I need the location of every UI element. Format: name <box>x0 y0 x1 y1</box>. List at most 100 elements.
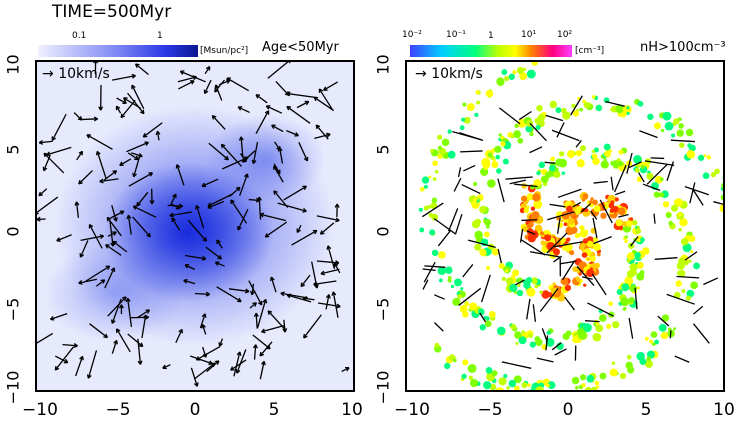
velocity-arrow <box>175 328 183 344</box>
velocity-arrow <box>314 132 331 140</box>
gas-clump <box>582 323 592 333</box>
gas-clump <box>628 296 635 304</box>
velocity-arrow <box>86 134 113 150</box>
gas-clump <box>574 233 581 239</box>
gas-clump <box>578 272 582 276</box>
gas-clump <box>688 144 696 152</box>
gas-clump <box>510 323 517 330</box>
velocity-arrow <box>256 298 268 329</box>
gas-clump <box>654 339 660 345</box>
gas-clump <box>678 123 684 129</box>
gas-clump <box>677 212 682 217</box>
gas-clump <box>486 248 492 254</box>
gas-clump <box>519 72 528 81</box>
gas-clump <box>647 113 654 120</box>
velocity-arrow <box>545 335 549 351</box>
gas-clump <box>522 225 528 232</box>
velocity-arrow <box>203 79 212 95</box>
velocity-arrow <box>132 205 157 218</box>
gas-clump <box>581 383 586 388</box>
velocity-arrow <box>54 346 75 371</box>
velocity-arrow <box>125 297 133 328</box>
velocity-arrow <box>593 235 612 245</box>
velocity-arrow <box>546 232 568 254</box>
velocity-arrow <box>556 122 565 138</box>
right-density-map <box>405 60 725 392</box>
gas-clump <box>567 217 575 225</box>
velocity-arrow <box>112 240 128 253</box>
velocity-arrow <box>498 107 521 125</box>
velocity-arrow <box>134 63 149 75</box>
velocity-arrow <box>529 251 560 258</box>
gas-clump <box>533 179 542 188</box>
gas-clump <box>485 89 494 98</box>
velocity-arrow <box>434 294 445 300</box>
gas-clump <box>676 270 682 276</box>
gas-clump <box>517 137 524 144</box>
gas-clump <box>494 145 502 153</box>
gas-clump <box>505 277 514 285</box>
gas-clump <box>476 100 481 105</box>
velocity-arrow <box>230 359 247 371</box>
gas-clump <box>434 169 439 174</box>
gas-clump <box>634 167 640 173</box>
left-xtick-m10: −10 <box>22 400 58 420</box>
gas-clump <box>431 249 439 257</box>
gas-clump <box>432 177 437 181</box>
velocity-arrow <box>230 199 248 224</box>
velocity-arrow <box>220 143 243 167</box>
velocity-arrow <box>211 114 226 130</box>
gas-clump <box>545 337 555 347</box>
velocity-arrow <box>105 244 122 256</box>
gas-clump <box>539 231 544 236</box>
gas-clump <box>475 90 480 95</box>
gas-clump <box>520 195 528 202</box>
velocity-arrow <box>237 106 250 114</box>
gas-clump <box>558 158 568 168</box>
velocity-arrow <box>303 314 322 339</box>
velocity-arrow <box>572 201 582 208</box>
gas-clump <box>525 125 533 133</box>
gas-clump <box>483 381 492 390</box>
gas-clump <box>483 231 490 238</box>
right-colorbar-tick-1: 10⁻² <box>402 30 422 40</box>
gas-clump <box>690 250 694 254</box>
gas-clump <box>506 386 510 390</box>
gas-clump <box>649 339 654 344</box>
gas-clump <box>523 207 529 213</box>
velocity-arrow <box>462 263 474 278</box>
gas-clump <box>562 332 570 340</box>
gas-clump <box>702 172 710 180</box>
velocity-arrow <box>238 136 244 158</box>
gas-clump <box>590 197 594 201</box>
velocity-arrow <box>85 265 111 282</box>
gas-clump <box>576 205 583 211</box>
gas-clump <box>658 323 667 332</box>
gas-clump <box>428 212 434 218</box>
velocity-arrow <box>273 165 284 183</box>
velocity-arrow <box>582 276 593 280</box>
gas-clump <box>603 143 611 151</box>
velocity-arrow <box>78 278 98 285</box>
velocity-arrow <box>175 164 185 186</box>
gas-clump <box>608 202 615 209</box>
gas-clump <box>444 266 453 275</box>
gas-clump <box>584 386 593 392</box>
gas-clump <box>624 239 628 244</box>
gas-clump <box>452 358 457 363</box>
velocity-arrow <box>599 199 613 224</box>
gas-clump <box>616 288 623 296</box>
gas-clump <box>552 282 557 286</box>
gas-clump <box>512 70 517 75</box>
gas-clump <box>572 110 579 117</box>
gas-clump <box>430 148 434 153</box>
velocity-arrow <box>208 142 229 161</box>
gas-clump <box>624 235 628 239</box>
gas-clump <box>591 95 596 99</box>
gas-clump <box>546 383 550 388</box>
gas-clump <box>438 278 443 283</box>
gas-clump <box>498 133 502 137</box>
velocity-arrow <box>237 208 249 231</box>
velocity-arrow <box>277 147 284 164</box>
gas-clump <box>640 237 645 243</box>
